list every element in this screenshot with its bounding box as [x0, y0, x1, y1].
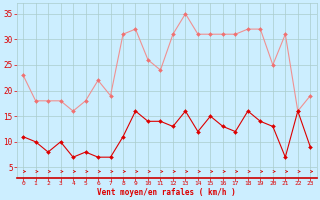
X-axis label: Vent moyen/en rafales ( km/h ): Vent moyen/en rafales ( km/h ): [97, 188, 236, 197]
